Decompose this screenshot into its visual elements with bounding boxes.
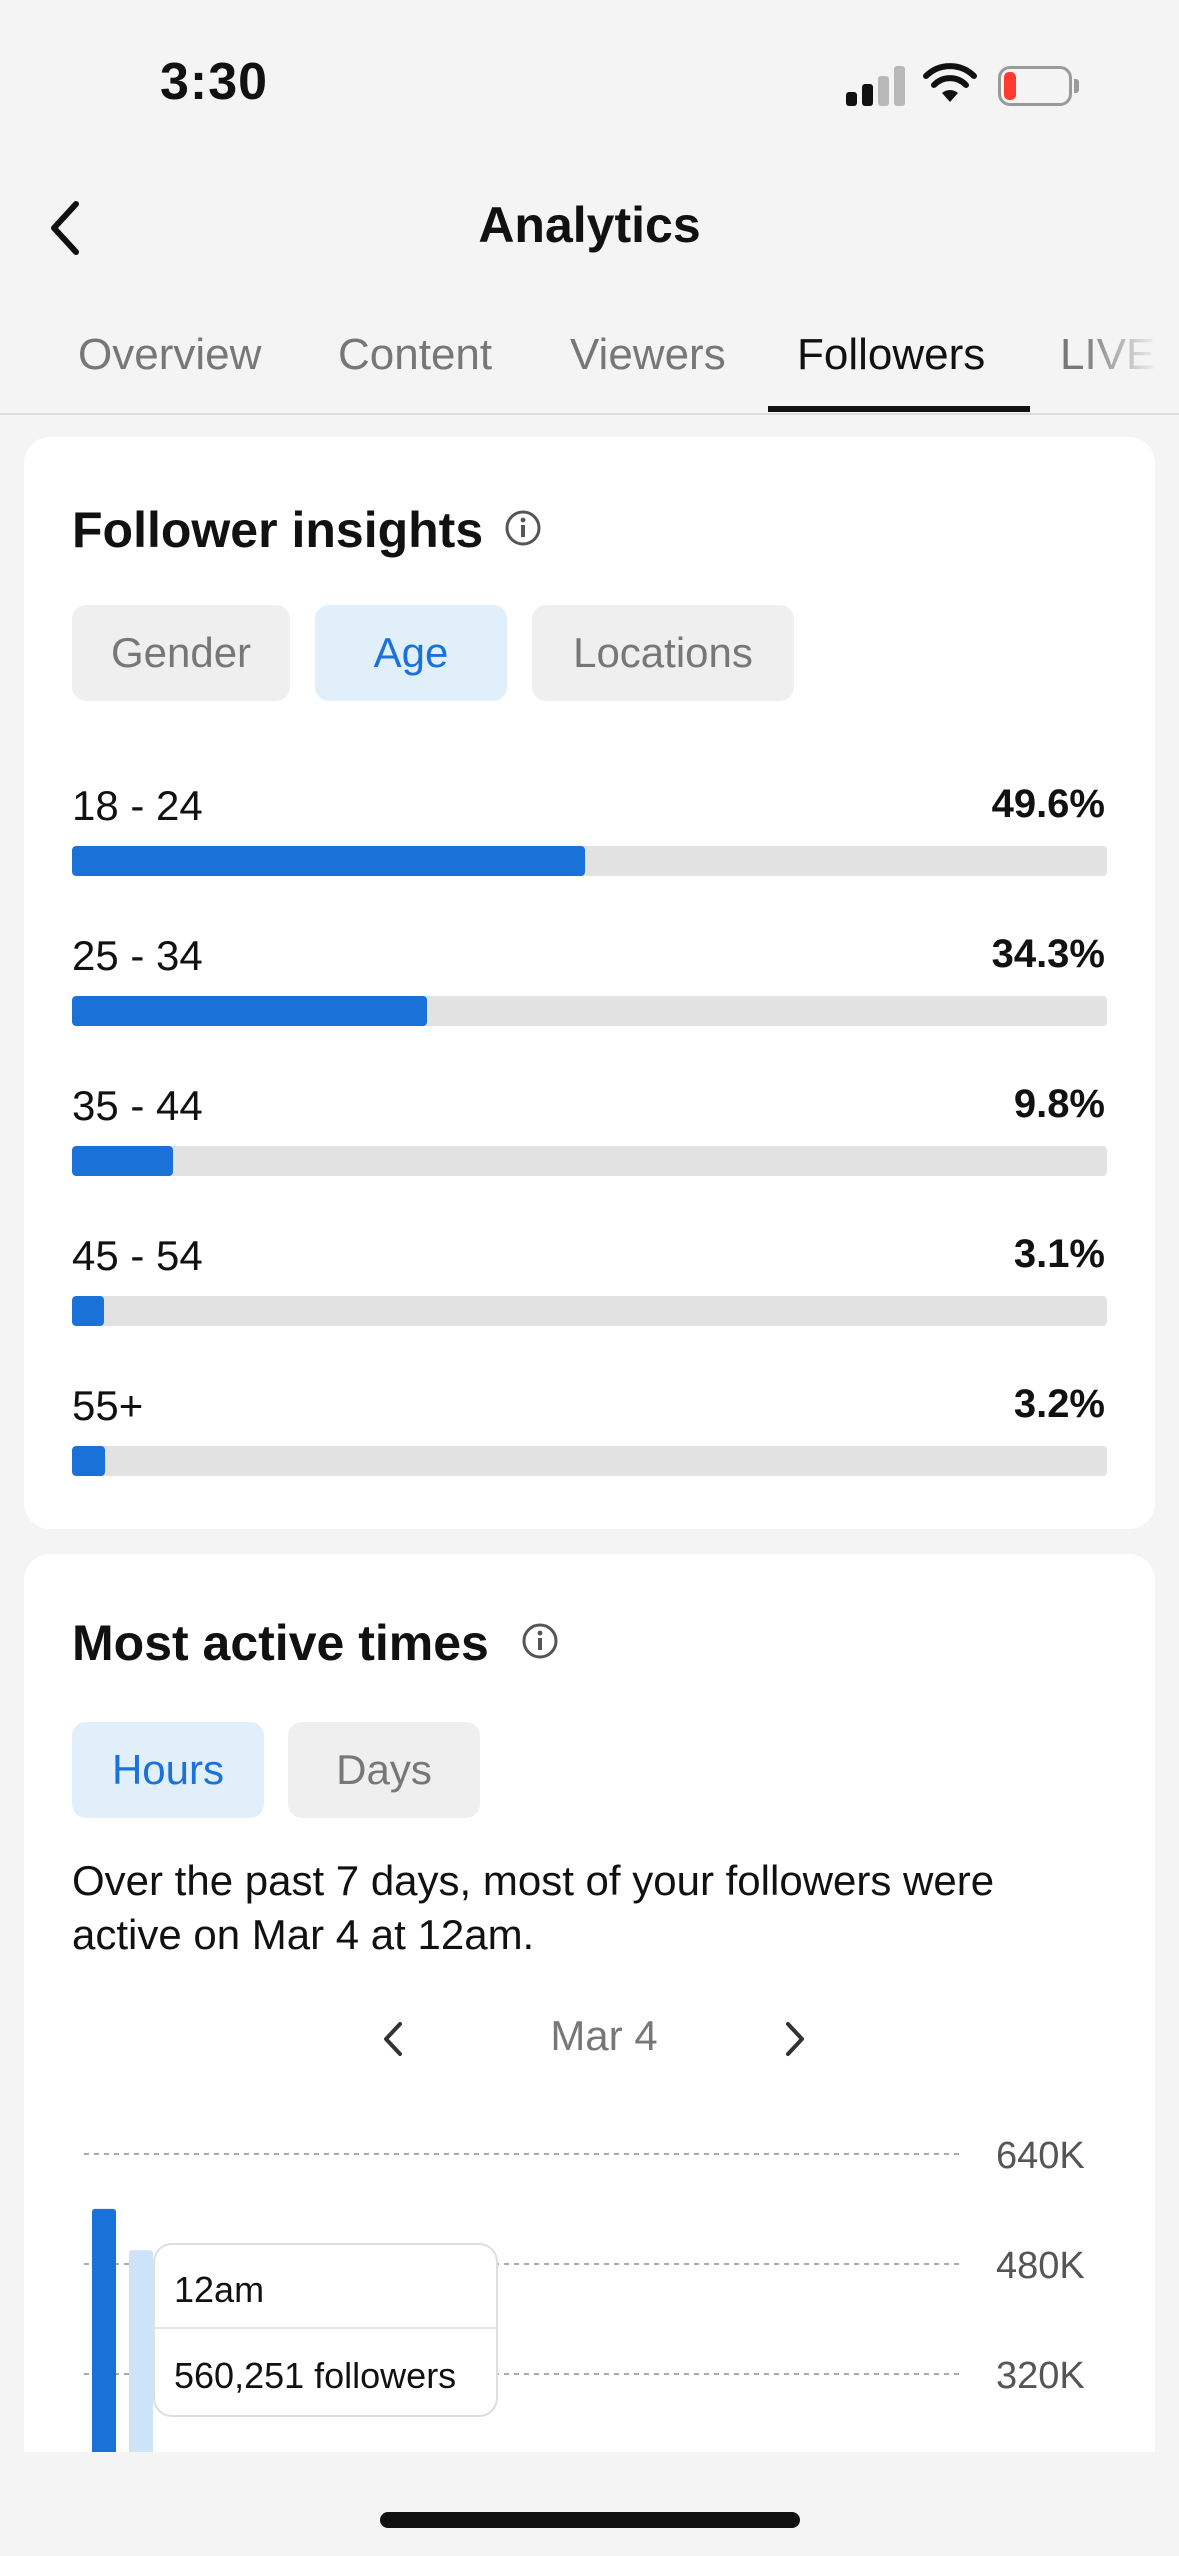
- age-percent: 34.3%: [991, 932, 1105, 976]
- most-active-times-card: Most active times Hours Days Over the pa…: [24, 1554, 1155, 2556]
- age-bar-fill: [72, 1296, 104, 1326]
- age-percent: 3.1%: [1013, 1232, 1105, 1276]
- page-title: Analytics: [478, 197, 701, 253]
- info-icon[interactable]: [504, 509, 542, 547]
- next-date-chevron-icon[interactable]: [774, 2014, 814, 2064]
- age-bar-track: [72, 1296, 1107, 1326]
- date-label: Mar 4: [550, 2012, 658, 2059]
- tooltip-time: 12am: [174, 2269, 264, 2310]
- age-bar-track: [72, 1146, 1107, 1176]
- y-tick-label: 480K: [996, 2245, 1085, 2287]
- age-bar-track: [72, 1446, 1107, 1476]
- age-range-label: 45 - 54: [72, 1232, 203, 1279]
- tab-bar: Overview Content Viewers Followers LIVE: [0, 320, 1179, 415]
- age-percent: 49.6%: [991, 782, 1105, 826]
- age-bar-fill: [72, 1146, 173, 1176]
- cellular-signal-icon: [846, 66, 906, 106]
- filter-hours[interactable]: Hours: [72, 1722, 264, 1818]
- tab-followers[interactable]: Followers: [797, 330, 986, 379]
- tab-content[interactable]: Content: [338, 330, 493, 379]
- active-hours-chart: 640K480K320K160K12am560,251 followers: [84, 2135, 1085, 2534]
- tooltip-box: [153, 2243, 498, 2417]
- age-range-label: 35 - 44: [72, 1082, 203, 1129]
- age-percent: 3.2%: [1013, 1382, 1105, 1426]
- tab-viewers[interactable]: Viewers: [570, 330, 726, 379]
- previous-date-chevron-icon[interactable]: [374, 2014, 414, 2064]
- y-tick-label: 320K: [996, 2355, 1085, 2397]
- status-time: 3:30: [160, 53, 269, 111]
- active-summary-text: Over the past 7 days, most of your follo…: [72, 1857, 995, 1958]
- age-bar-track: [72, 996, 1107, 1026]
- age-range-label: 18 - 24: [72, 782, 203, 829]
- age-bar-fill: [72, 996, 427, 1026]
- info-icon[interactable]: [521, 1622, 559, 1660]
- wifi-icon: [923, 63, 977, 102]
- follower-insights-card: Follower insights Gender Age Locations 1…: [24, 437, 1155, 1529]
- filter-locations[interactable]: Locations: [532, 605, 794, 701]
- bottom-safe-area: [0, 2452, 1179, 2556]
- tooltip-value: 560,251 followers: [174, 2355, 456, 2396]
- active-tab-indicator: [768, 406, 1030, 412]
- most-active-times-title: Most active times: [72, 1615, 489, 1671]
- tab-overview[interactable]: Overview: [78, 330, 262, 379]
- home-indicator[interactable]: [380, 2512, 800, 2528]
- age-bar-track: [72, 846, 1107, 876]
- tab-overflow-fade: [1080, 320, 1179, 412]
- age-range-label: 55+: [72, 1382, 144, 1429]
- age-percent: 9.8%: [1013, 1082, 1105, 1126]
- age-bar-fill: [72, 846, 585, 876]
- y-tick-label: 640K: [996, 2135, 1085, 2177]
- filter-days[interactable]: Days: [288, 1722, 480, 1818]
- filter-gender[interactable]: Gender: [72, 605, 290, 701]
- age-range-label: 25 - 34: [72, 932, 203, 979]
- filter-age[interactable]: Age: [315, 605, 507, 701]
- follower-insights-title: Follower insights: [72, 502, 484, 558]
- back-arrow-icon[interactable]: [42, 196, 92, 260]
- age-bar-fill: [72, 1446, 105, 1476]
- battery-icon: [998, 66, 1079, 106]
- status-bar: 3:30: [0, 0, 1179, 150]
- chart-tooltip: 12am 560,251 followers: [153, 2243, 498, 2417]
